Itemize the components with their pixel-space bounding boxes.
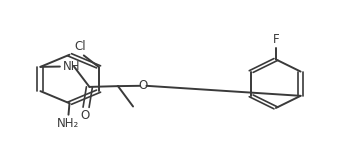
Text: NH₂: NH₂ (57, 117, 79, 130)
Text: O: O (81, 109, 90, 122)
Text: NH: NH (63, 60, 81, 73)
Text: O: O (139, 79, 148, 92)
Text: Cl: Cl (74, 40, 86, 53)
Text: F: F (273, 33, 279, 46)
